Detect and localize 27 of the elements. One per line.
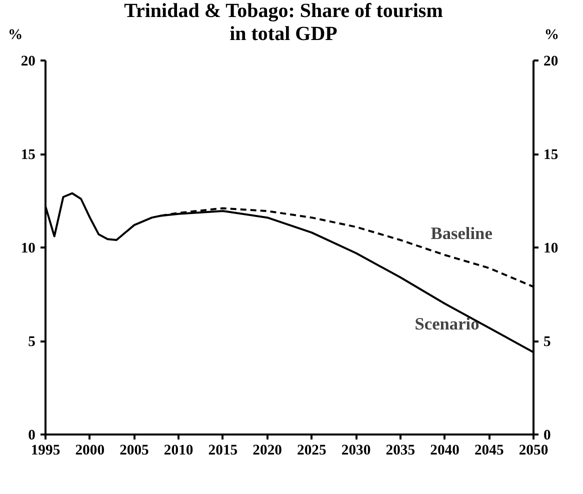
y2-tick-label: 20	[544, 54, 558, 70]
x-tick-label: 1995	[30, 442, 60, 458]
y-tick-label: 10	[20, 240, 36, 256]
series-label: Baseline	[430, 224, 493, 243]
chart-title: Trinidad & Tobago: Share of tourism in total GDP	[124, 0, 443, 46]
x-tick-label: 2035	[386, 442, 416, 458]
y-tick-label: 20	[20, 54, 36, 70]
y2-axis-title: %	[544, 26, 559, 46]
x-tick-label: 2030	[341, 442, 371, 458]
x-tick-label: 2000	[75, 442, 105, 458]
y-tick-label: 5	[28, 334, 36, 350]
x-tick-label: 2025	[297, 442, 326, 458]
x-tick-label: 2005	[120, 442, 149, 458]
x-tick-label: 2045	[474, 442, 504, 458]
y2-tick-label: 0	[544, 428, 551, 444]
y2-tick-label: 15	[544, 147, 558, 163]
x-tick-label: 2010	[164, 442, 194, 458]
x-tick-label: 2040	[430, 442, 460, 458]
x-tick-label: 2050	[518, 442, 548, 458]
y-tick-label: 0	[28, 428, 36, 444]
x-tick-label: 2020	[252, 442, 282, 458]
y-axis-title: %	[8, 26, 23, 46]
y2-tick-label: 10	[544, 240, 558, 256]
x-tick-label: 2015	[208, 442, 238, 458]
y-tick-label: 15	[20, 147, 36, 163]
series-label: Scenario	[414, 314, 480, 334]
y2-tick-label: 5	[544, 334, 551, 350]
